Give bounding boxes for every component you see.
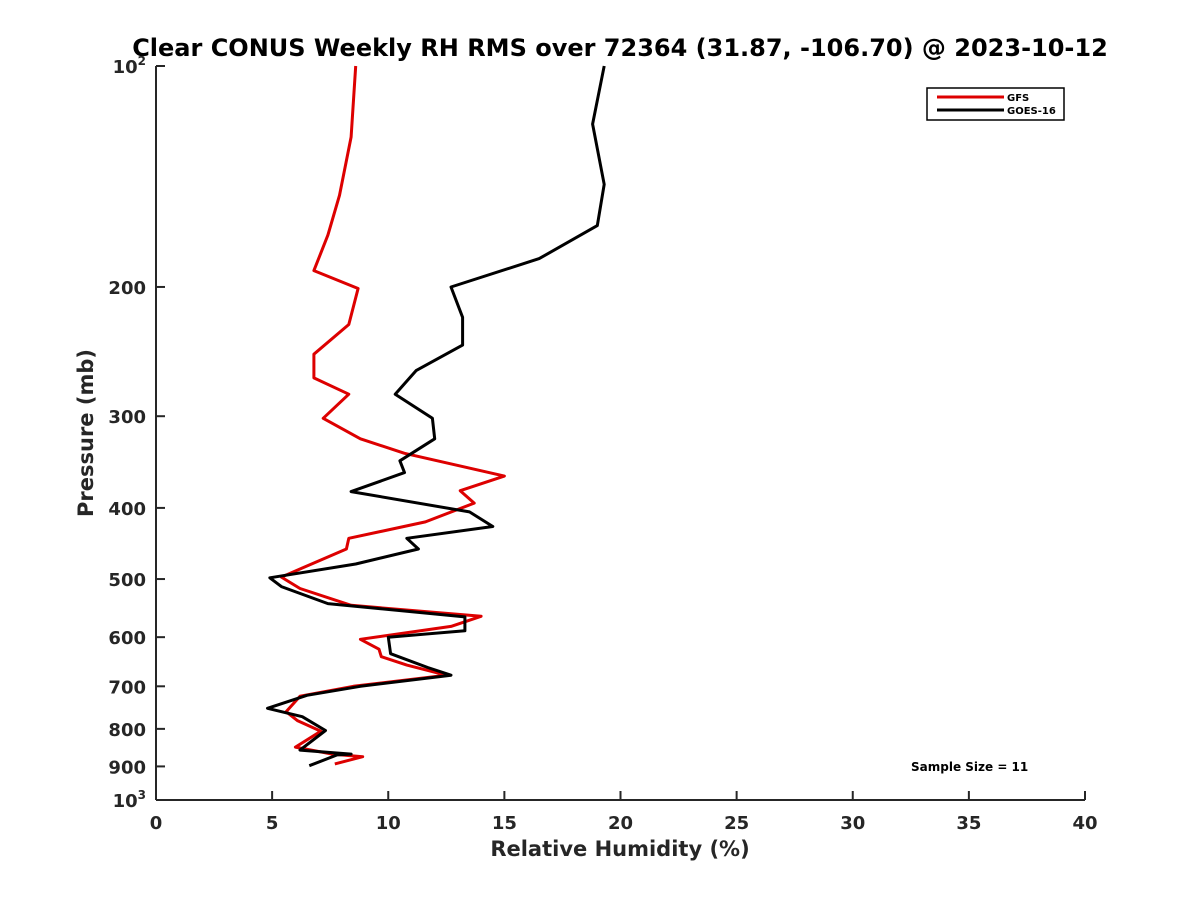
y-tick-label-400: 400 — [108, 499, 146, 520]
y-tick-label-100: 102 — [113, 54, 146, 78]
axes-layer — [155, 66, 1085, 801]
x-tick-label-15: 15 — [492, 813, 517, 834]
x-tick-label-25: 25 — [724, 813, 749, 834]
legend: GFS GOES-16 — [926, 87, 1065, 121]
y-tick-label-300: 300 — [108, 407, 146, 428]
x-ticks: 0 5 10 15 20 25 30 35 40 — [150, 791, 1098, 834]
series-line-goes16 — [266, 65, 606, 768]
chart-title: Clear CONUS Weekly RH RMS over 72364 (31… — [132, 34, 1108, 62]
y-tick-label-1000: 103 — [113, 788, 146, 812]
y-tick-label-800: 800 — [108, 720, 146, 741]
x-tick-label-40: 40 — [1072, 813, 1097, 834]
legend-label-goes16: GOES-16 — [1007, 106, 1056, 117]
y-tick-label-500: 500 — [108, 570, 146, 591]
y-tick-label-200: 200 — [108, 278, 146, 299]
y-tick-base-100: 10 — [113, 57, 138, 78]
x-tick-label-30: 30 — [840, 813, 865, 834]
y-tick-label-700: 700 — [108, 677, 146, 698]
y-tick-label-600: 600 — [108, 628, 146, 649]
y-tick-base-1000: 10 — [113, 791, 138, 812]
y-tick-label-900: 900 — [108, 757, 146, 778]
x-axis-label: Relative Humidity (%) — [490, 837, 749, 861]
legend-box — [926, 87, 1065, 121]
x-tick-label-35: 35 — [956, 813, 981, 834]
series-layer — [266, 65, 606, 768]
x-tick-label-0: 0 — [150, 813, 163, 834]
x-tick-label-20: 20 — [608, 813, 633, 834]
legend-label-gfs: GFS — [1007, 93, 1029, 104]
y-axis-label: Pressure (mb) — [74, 349, 98, 517]
y-tick-exponent-1000: 3 — [138, 788, 146, 802]
x-tick-label-5: 5 — [266, 813, 279, 834]
y-tick-exponent-100: 2 — [138, 54, 146, 68]
series-line-gfs — [279, 65, 506, 766]
x-tick-label-10: 10 — [376, 813, 401, 834]
sample-size-annotation: Sample Size = 11 — [911, 760, 1028, 774]
